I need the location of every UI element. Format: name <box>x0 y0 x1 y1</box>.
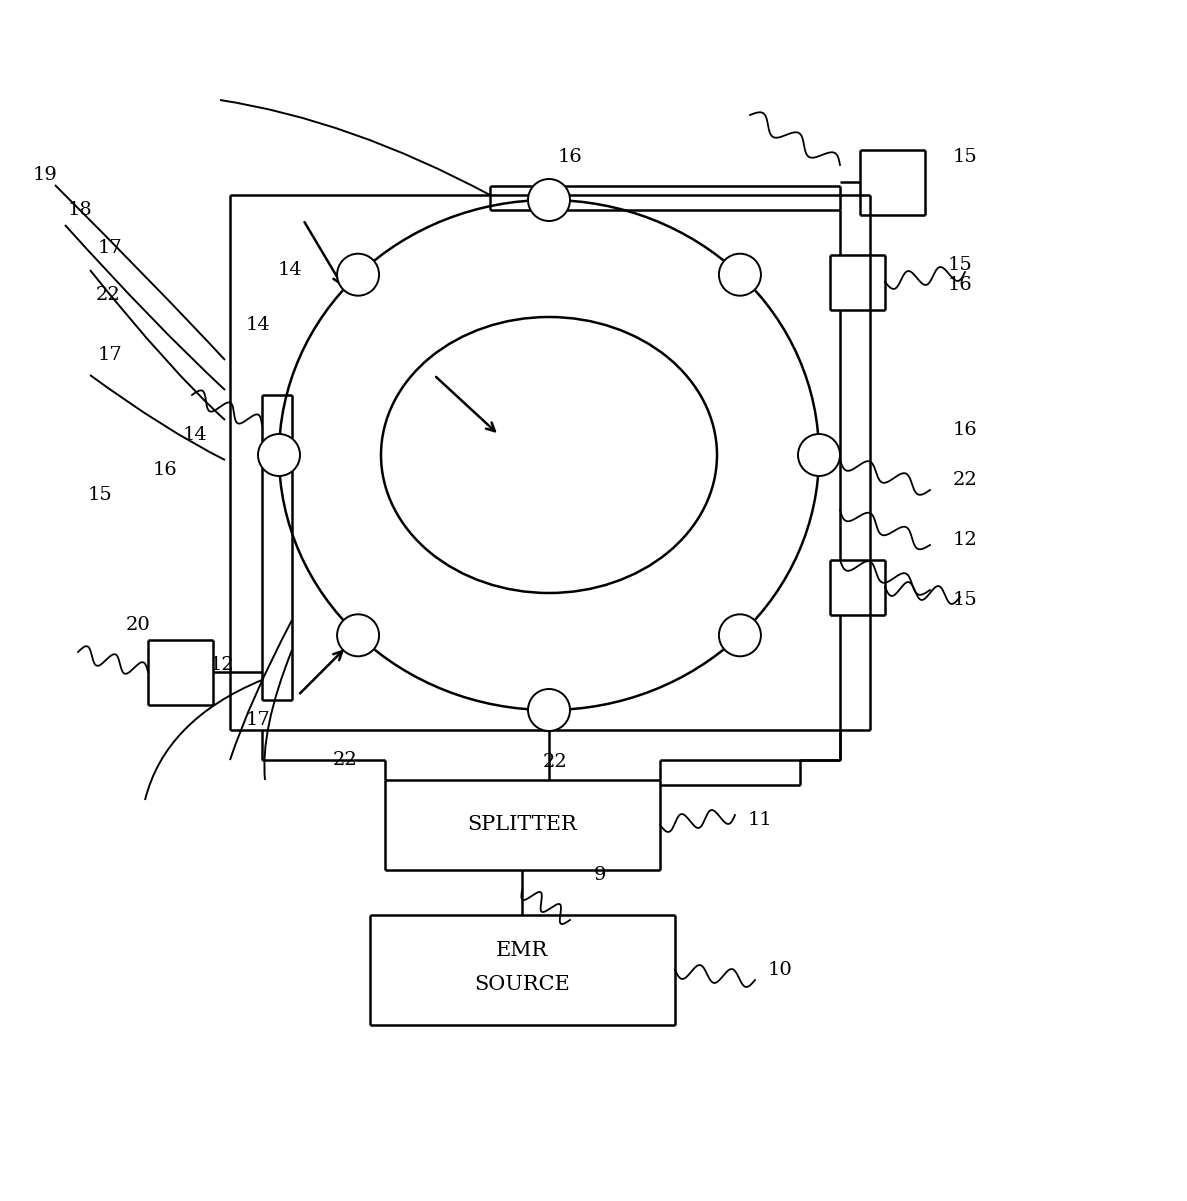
Text: 17: 17 <box>97 239 122 257</box>
Text: 18: 18 <box>68 201 93 219</box>
Text: 17: 17 <box>97 346 122 364</box>
Circle shape <box>337 253 379 295</box>
Circle shape <box>258 434 300 476</box>
Text: 16: 16 <box>947 276 972 294</box>
Text: 16: 16 <box>953 422 977 440</box>
Text: 16: 16 <box>153 461 177 479</box>
Text: 22: 22 <box>332 751 357 769</box>
Text: SPLITTER: SPLITTER <box>468 815 577 835</box>
Text: 22: 22 <box>953 471 977 489</box>
Text: 17: 17 <box>246 711 271 729</box>
Circle shape <box>528 689 570 731</box>
Text: 14: 14 <box>246 316 271 334</box>
Text: 14: 14 <box>183 426 208 444</box>
Text: 20: 20 <box>126 616 151 634</box>
Text: 10: 10 <box>768 961 793 979</box>
Text: SOURCE: SOURCE <box>474 975 570 994</box>
Text: 14: 14 <box>278 261 303 279</box>
Text: 12: 12 <box>953 531 977 549</box>
Circle shape <box>719 615 761 656</box>
Text: 12: 12 <box>210 656 234 674</box>
Circle shape <box>719 253 761 295</box>
Ellipse shape <box>381 317 717 593</box>
Circle shape <box>337 615 379 656</box>
Text: 22: 22 <box>96 286 120 304</box>
Circle shape <box>528 179 570 221</box>
Text: 15: 15 <box>953 591 977 609</box>
Text: 11: 11 <box>748 811 773 829</box>
Text: 22: 22 <box>542 753 567 771</box>
Text: 19: 19 <box>32 166 57 184</box>
Text: EMR: EMR <box>496 940 548 960</box>
Text: 15: 15 <box>953 148 977 166</box>
Text: 16: 16 <box>558 148 583 166</box>
Ellipse shape <box>279 201 819 710</box>
Circle shape <box>798 434 840 476</box>
Text: 9: 9 <box>594 866 607 884</box>
Text: 15: 15 <box>88 486 113 504</box>
Text: 15: 15 <box>947 256 972 274</box>
